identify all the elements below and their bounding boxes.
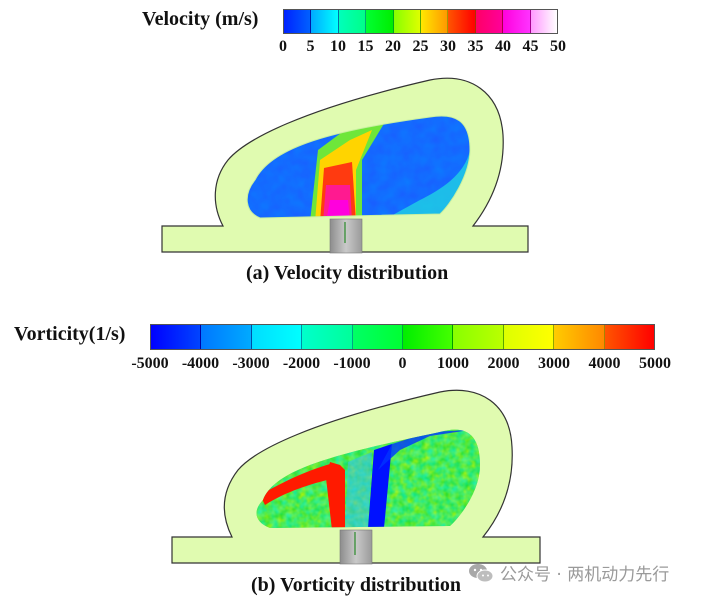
velocity-colorbar-tick-label: 10	[330, 38, 346, 55]
watermark: 公众号 · 两机动力先行	[468, 560, 669, 585]
vorticity-colorbar-tick-label: 2000	[487, 355, 520, 372]
velocity-colorbar-segment	[393, 10, 422, 33]
vorticity-colorbar-tick-label: 0	[398, 355, 407, 372]
vorticity-colorbar-tick-label: 5000	[639, 355, 671, 372]
vorticity-colorbar	[150, 324, 655, 350]
velocity-colorbar-tick-label: 40	[495, 38, 511, 55]
velocity-colorbar-segment	[338, 10, 367, 33]
velocity-colorbar-tick-label: 50	[550, 38, 566, 55]
wechat-icon	[469, 563, 494, 582]
velocity-colorbar-tick-label: 25	[412, 38, 429, 55]
vorticity-colorbar-segment	[453, 325, 504, 349]
vorticity-colorbar-ticks: -5000 -4000 -3000 -2000 -1000 0 1000 2000 3000 40…	[131, 355, 671, 375]
velocity-caption: (a) Velocity distribution	[246, 262, 449, 284]
vorticity-colorbar-segment	[201, 325, 252, 349]
vorticity-colorbar-tick-label: -2000	[282, 355, 321, 372]
velocity-colorbar-segment	[421, 10, 449, 33]
vorticity-colorbar-tick-label: 4000	[588, 355, 621, 372]
velocity-colorbar-tick-label: 35	[467, 38, 484, 55]
vorticity-colorbar-tick-label: -3000	[232, 355, 270, 372]
velocity-colorbar-segment	[366, 10, 394, 33]
velocity-contour-plot	[161, 77, 529, 254]
velocity-colorbar-tick-label: 45	[522, 38, 539, 55]
velocity-colorbar-tick-label: 30	[440, 38, 456, 55]
velocity-colorbar-tick-label: 0	[279, 38, 287, 55]
velocity-colorbar-title: Velocity (m/s)	[142, 8, 259, 30]
vorticity-colorbar-segment	[403, 325, 454, 349]
vorticity-colorbar-tick-label: -1000	[333, 355, 371, 372]
velocity-colorbar-segment	[284, 10, 312, 33]
watermark-text: 公众号 · 两机动力先行	[500, 565, 670, 585]
vorticity-colorbar-segment	[251, 325, 303, 349]
vorticity-colorbar-segment	[604, 325, 655, 349]
velocity-colorbar-segment	[311, 10, 339, 33]
velocity-colorbar-segment	[503, 10, 531, 33]
vorticity-colorbar-tick-label: 1000	[437, 355, 469, 372]
velocity-colorbar-segment	[475, 10, 504, 33]
vorticity-colorbar-segment	[352, 325, 404, 349]
velocity-colorbar-tick-label: 5	[306, 38, 315, 55]
vorticity-colorbar-tick-label: -4000	[181, 355, 220, 372]
vorticity-colorbar-tick-label: 3000	[538, 355, 570, 372]
velocity-colorbar-ticks: 0 5 10 15 20 25 30 35 40 45 50	[279, 38, 566, 58]
vorticity-colorbar-segment	[503, 325, 555, 349]
vorticity-colorbar-segment	[554, 325, 605, 349]
vorticity-colorbar-tick-label: -5000	[131, 355, 169, 372]
vorticity-colorbar-segment	[302, 325, 353, 349]
vorticity-field	[256, 429, 480, 528]
velocity-colorbar-tick-label: 15	[357, 38, 374, 55]
vorticity-colorbar-segment	[151, 325, 202, 349]
velocity-colorbar-segment	[448, 10, 476, 33]
vorticity-nozzle	[339, 529, 373, 565]
velocity-colorbar	[283, 9, 558, 34]
vorticity-colorbar-title: Vorticity(1/s)	[14, 323, 126, 345]
velocity-colorbar-segment	[530, 10, 558, 33]
velocity-nozzle	[329, 218, 363, 254]
vorticity-caption: (b) Vorticity distribution	[251, 574, 462, 596]
velocity-colorbar-tick-label: 20	[385, 38, 401, 55]
